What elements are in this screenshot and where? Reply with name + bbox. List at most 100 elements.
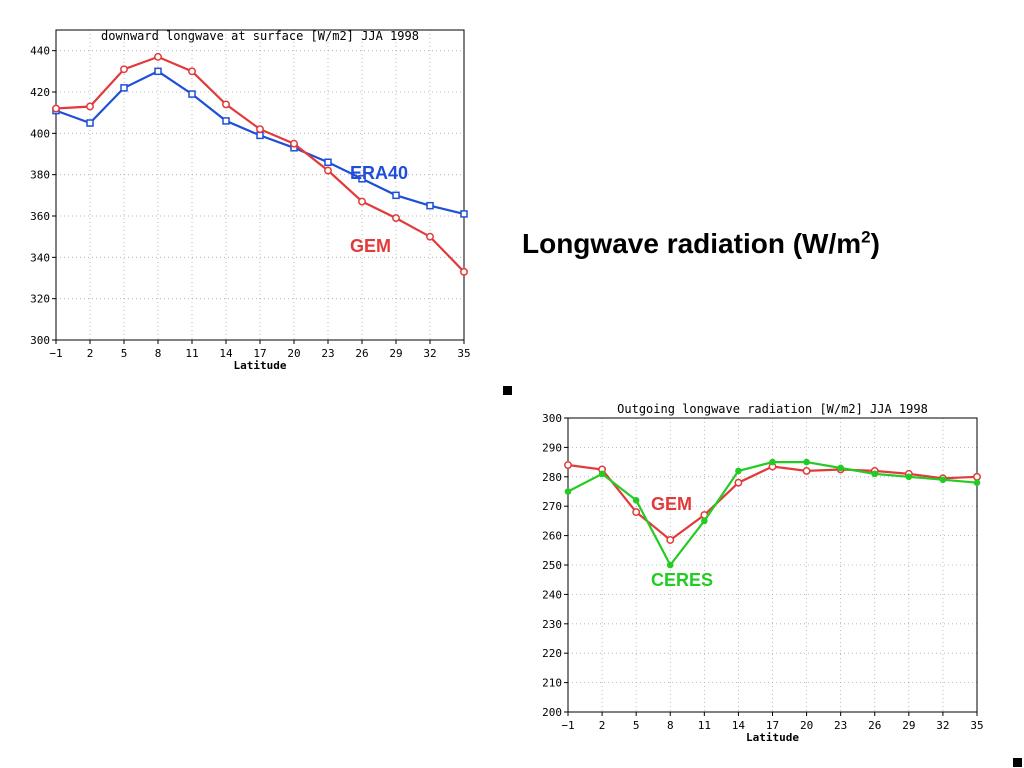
x-tick-label: 8 bbox=[155, 347, 162, 360]
gem-point bbox=[222, 100, 230, 109]
downward-longwave-chart: downward longwave at surface [W/m2] JJA … bbox=[30, 29, 471, 372]
x-tick-label: 32 bbox=[936, 719, 949, 732]
gem-series-label: GEM bbox=[651, 494, 692, 514]
era40-point bbox=[188, 90, 196, 98]
y-tick-label: 400 bbox=[30, 127, 50, 140]
outgoing-longwave-chart: Outgoing longwave radiation [W/m2] JJA 1… bbox=[542, 402, 984, 744]
ceres-point bbox=[803, 458, 810, 466]
x-tick-label: 26 bbox=[868, 719, 881, 732]
gem-point bbox=[324, 166, 332, 175]
x-tick-label: 14 bbox=[732, 719, 746, 732]
y-tick-label: 340 bbox=[30, 251, 50, 264]
ceres-point bbox=[939, 476, 947, 484]
era40-point bbox=[324, 158, 332, 167]
era40-point bbox=[86, 119, 94, 127]
y-tick-label: 210 bbox=[542, 677, 562, 690]
ceres-point bbox=[735, 467, 742, 475]
x-tick-label: 2 bbox=[599, 719, 606, 732]
x-axis-label: Latitude bbox=[234, 359, 287, 372]
gem-point bbox=[460, 267, 468, 276]
x-tick-label: 35 bbox=[457, 347, 470, 360]
bullet-square bbox=[503, 386, 512, 395]
x-tick-label: 17 bbox=[253, 347, 266, 360]
slide-title-end: ) bbox=[870, 228, 880, 259]
x-tick-label: −1 bbox=[561, 719, 574, 732]
y-tick-label: 300 bbox=[30, 334, 50, 347]
x-tick-label: 5 bbox=[633, 719, 640, 732]
gem-point bbox=[973, 472, 981, 481]
gem-point bbox=[666, 536, 675, 544]
ceres-point bbox=[769, 458, 776, 466]
ceres-point bbox=[632, 497, 640, 504]
x-tick-label: 26 bbox=[355, 347, 368, 360]
gem-point bbox=[120, 65, 128, 74]
y-tick-label: 440 bbox=[30, 45, 50, 58]
era40-point bbox=[426, 201, 434, 210]
x-tick-label: 32 bbox=[423, 347, 436, 360]
ceres-point bbox=[564, 488, 572, 495]
x-tick-label: 17 bbox=[766, 719, 779, 732]
x-tick-label: 20 bbox=[287, 347, 300, 360]
gem-point bbox=[564, 461, 572, 469]
ceres-point bbox=[871, 470, 879, 478]
x-tick-label: 23 bbox=[834, 719, 847, 732]
ceres-point bbox=[837, 464, 844, 472]
y-tick-label: 380 bbox=[30, 169, 50, 182]
era40-point bbox=[460, 210, 468, 218]
y-tick-label: 300 bbox=[542, 412, 562, 425]
era40-point bbox=[392, 191, 400, 200]
x-axis-label: Latitude bbox=[746, 731, 799, 744]
x-tick-label: 23 bbox=[321, 347, 334, 360]
x-tick-label: 14 bbox=[219, 347, 233, 360]
x-tick-label: 5 bbox=[121, 347, 128, 360]
x-tick-label: 20 bbox=[800, 719, 813, 732]
gem-point bbox=[802, 466, 811, 475]
gem-point bbox=[392, 214, 400, 223]
x-tick-label: 11 bbox=[698, 719, 711, 732]
ceres-point bbox=[701, 517, 708, 525]
gem-point bbox=[86, 102, 94, 111]
gem-point bbox=[426, 232, 434, 241]
y-tick-label: 250 bbox=[542, 559, 562, 572]
y-tick-label: 240 bbox=[542, 588, 562, 601]
era40-point bbox=[358, 175, 366, 183]
era40-series-label: ERA40 bbox=[350, 163, 408, 183]
x-tick-label: 29 bbox=[389, 347, 402, 360]
ceres-series-line bbox=[567, 460, 978, 568]
ceres-point bbox=[666, 561, 674, 569]
bullet-square bbox=[1013, 758, 1022, 767]
x-tick-label: 2 bbox=[87, 347, 94, 360]
gem-point bbox=[188, 67, 196, 76]
chart-title: downward longwave at surface [W/m2] JJA … bbox=[101, 29, 419, 43]
x-tick-label: 35 bbox=[970, 719, 983, 732]
gem-point bbox=[734, 478, 743, 487]
y-tick-label: 360 bbox=[30, 210, 50, 223]
gem-point bbox=[256, 125, 264, 134]
slide-title-superscript: 2 bbox=[861, 227, 871, 247]
ceres-point bbox=[598, 470, 606, 478]
era40-point bbox=[256, 131, 264, 140]
y-tick-label: 200 bbox=[542, 706, 562, 719]
y-tick-label: 280 bbox=[542, 471, 562, 484]
y-tick-label: 260 bbox=[542, 530, 562, 543]
gem-point bbox=[290, 139, 298, 148]
y-tick-label: 220 bbox=[542, 647, 562, 660]
era40-point bbox=[222, 117, 230, 125]
y-tick-label: 270 bbox=[542, 500, 562, 513]
ceres-point bbox=[973, 479, 981, 486]
y-tick-label: 420 bbox=[30, 86, 50, 99]
era40-point bbox=[120, 84, 128, 92]
chart-title: Outgoing longwave radiation [W/m2] JJA 1… bbox=[617, 402, 928, 416]
ceres-point bbox=[905, 473, 913, 481]
x-tick-label: 29 bbox=[902, 719, 915, 732]
ceres-series-label: CERES bbox=[651, 570, 713, 590]
gem-point bbox=[154, 52, 162, 61]
gem-series-label: GEM bbox=[350, 236, 391, 256]
x-tick-label: 11 bbox=[185, 347, 198, 360]
y-tick-label: 230 bbox=[542, 618, 562, 631]
slide-title: Longwave radiation (W/m2) bbox=[522, 228, 880, 260]
gem-point bbox=[632, 508, 641, 517]
slide-title-text: Longwave radiation (W/m bbox=[522, 228, 862, 259]
gem-point bbox=[358, 197, 366, 206]
x-tick-label: 8 bbox=[667, 719, 674, 732]
